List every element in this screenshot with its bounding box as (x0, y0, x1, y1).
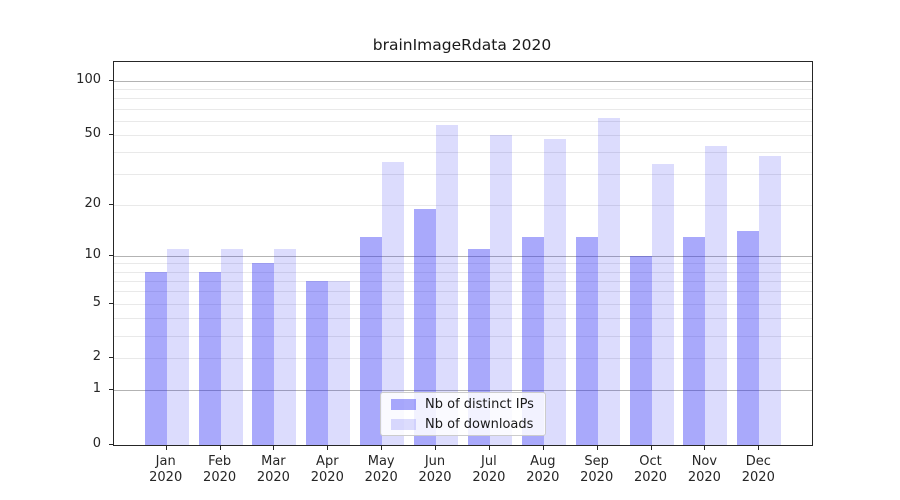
y-tick-mark (109, 79, 113, 81)
bar-downloads-jun (436, 124, 458, 445)
bar-ips-nov (683, 236, 706, 445)
y-gridline-minor (114, 358, 812, 360)
legend-label-downloads: Nb of downloads (425, 416, 534, 432)
legend-swatch-downloads (391, 418, 416, 430)
bar-downloads-nov (705, 146, 728, 445)
x-tick-label-sep: Sep 2020 (580, 454, 614, 485)
y-gridline-minor (114, 120, 812, 122)
x-tick-mark (381, 446, 383, 450)
y-gridline-minor (114, 335, 812, 337)
y-gridline-minor (114, 134, 812, 136)
bar-ips-jun (414, 208, 436, 445)
bar-ips-mar (252, 263, 275, 445)
x-tick-mark (542, 446, 544, 450)
x-tick-label-mar: Mar 2020 (256, 454, 290, 485)
y-tick-mark (109, 302, 113, 304)
x-tick-label-jun: Jun 2020 (418, 454, 452, 485)
x-tick-label-aug: Aug 2020 (526, 454, 560, 485)
x-tick-mark (435, 446, 436, 450)
y-gridline-minor (114, 204, 812, 206)
y-tick-label: 2 (92, 349, 101, 365)
y-tick-mark (109, 444, 113, 445)
y-tick-label: 1 (92, 381, 101, 397)
bar-downloads-may (382, 162, 405, 445)
bar-ips-jan (144, 271, 167, 445)
x-tick-mark (219, 446, 221, 450)
y-gridline-minor (114, 98, 812, 100)
y-tick-mark (109, 357, 113, 359)
x-tick-mark (650, 446, 652, 450)
x-tick-mark (273, 446, 275, 450)
y-tick-label: 20 (84, 195, 101, 211)
y-tick-label: 10 (84, 246, 101, 262)
bar-ips-apr (306, 280, 329, 445)
y-gridline-decade (114, 255, 812, 257)
bar-downloads-feb (220, 248, 243, 445)
y-tick-mark (109, 133, 113, 135)
y-gridline-minor (114, 263, 812, 265)
x-tick-label-feb: Feb 2020 (203, 454, 237, 485)
legend-swatch-distinct-ips (391, 398, 416, 410)
bar-ips-sep (575, 236, 598, 445)
bar-downloads-jul (489, 134, 512, 445)
bar-downloads-oct (651, 164, 674, 445)
y-gridline-decade (114, 80, 812, 82)
x-tick-mark (758, 446, 760, 450)
y-tick-mark (109, 389, 113, 391)
bar-downloads-jan (166, 248, 189, 445)
x-tick-label-nov: Nov 2020 (687, 454, 721, 485)
x-tick-mark (596, 446, 598, 450)
y-gridline-minor (114, 303, 812, 305)
bar-downloads-sep (597, 118, 620, 445)
y-gridline-minor (114, 271, 812, 273)
x-tick-label-jan: Jan 2020 (149, 454, 183, 485)
x-tick-label-oct: Oct 2020 (633, 454, 668, 485)
y-gridline-minor (114, 151, 812, 153)
y-tick-mark (109, 203, 113, 205)
y-gridline-minor (114, 108, 812, 110)
chart-title: brainImageRdata 2020 (372, 36, 552, 54)
bar-downloads-aug (543, 139, 566, 445)
legend-label-distinct-ips: Nb of distinct IPs (425, 396, 534, 412)
x-tick-mark (165, 446, 167, 450)
x-tick-label-jul: Jul 2020 (472, 454, 506, 485)
bar-ips-oct (629, 255, 652, 445)
bar-ips-may (360, 236, 383, 445)
x-tick-label-may: May 2020 (364, 454, 398, 485)
x-tick-mark (327, 446, 329, 450)
bar-ips-feb (198, 271, 221, 445)
plot-area (113, 61, 813, 446)
legend-item-downloads: Nb of downloads (391, 417, 545, 432)
x-tick-label-apr: Apr 2020 (310, 454, 344, 485)
y-gridline-minor (114, 173, 812, 175)
bar-ips-dec (737, 231, 760, 445)
y-tick-label: 0 (92, 436, 101, 451)
y-tick-label: 100 (76, 71, 101, 87)
y-gridline-minor (114, 280, 812, 282)
bar-downloads-dec (759, 155, 782, 445)
y-tick-label: 5 (92, 294, 101, 310)
legend: Nb of distinct IPs Nb of downloads (380, 392, 546, 436)
y-gridline-decade (114, 390, 812, 392)
y-gridline-minor (114, 318, 812, 319)
x-tick-mark (704, 446, 706, 450)
y-tick-label: 50 (84, 125, 101, 141)
legend-item-distinct-ips: Nb of distinct IPs (391, 397, 545, 412)
x-tick-label-dec: Dec 2020 (741, 454, 775, 485)
y-gridline-minor (114, 291, 812, 293)
bar-downloads-mar (274, 248, 297, 445)
y-gridline-minor (114, 88, 812, 90)
y-tick-mark (109, 254, 113, 256)
bar-downloads-apr (328, 280, 351, 445)
x-tick-mark (488, 446, 490, 450)
